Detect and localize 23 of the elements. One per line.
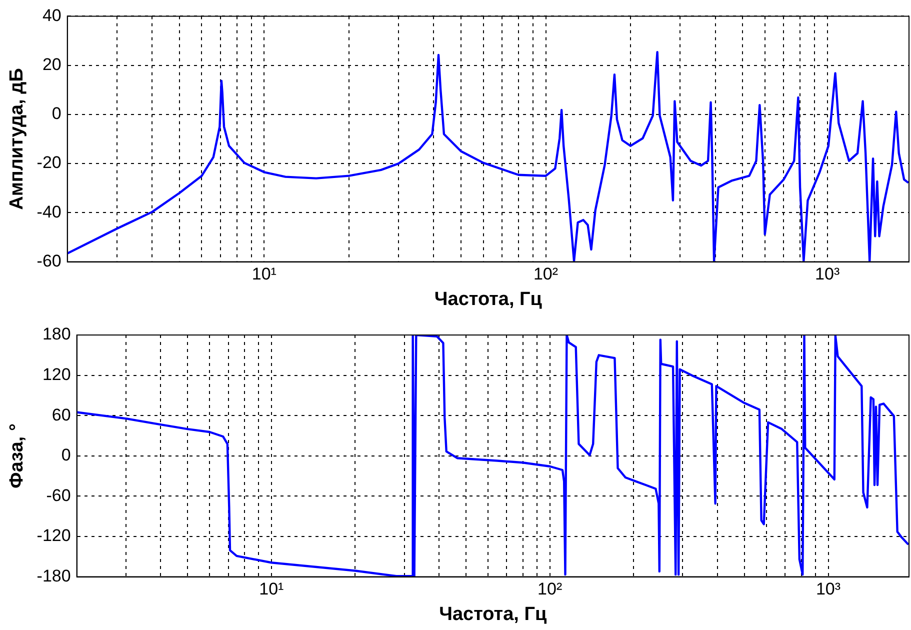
y-tick-label: 0 xyxy=(61,446,71,465)
x-tick-label: 10³ xyxy=(815,264,840,284)
y-tick-label: 60 xyxy=(52,405,71,424)
x-tick-label: 10¹ xyxy=(252,264,277,284)
y-tick-label: -120 xyxy=(36,526,71,546)
y-tick-label: 180 xyxy=(42,324,71,344)
x-axis-title: Частота, Гц xyxy=(439,604,548,625)
y-tick-label: 20 xyxy=(42,55,62,74)
x-tick-label: 10¹ xyxy=(259,580,284,599)
y-tick-label: -60 xyxy=(46,486,71,505)
y-tick-label: -180 xyxy=(36,566,71,586)
y-tick-label: 0 xyxy=(52,104,62,124)
y-tick-label: -40 xyxy=(36,202,62,222)
x-tick-label: 10³ xyxy=(816,580,841,599)
y-tick-label: -20 xyxy=(36,153,62,172)
y-tick-label: 120 xyxy=(42,364,71,384)
y-tick-label: 40 xyxy=(42,6,62,25)
x-tick-label: 10² xyxy=(533,264,558,284)
x-tick-label: 10² xyxy=(538,580,562,599)
x-axis-title: Частота, Гц xyxy=(434,288,542,310)
y-tick-label: -60 xyxy=(36,251,62,270)
y-axis-title: Фаза, ° xyxy=(6,423,28,488)
y-axis-title: Амплитуда, дБ xyxy=(6,68,28,210)
